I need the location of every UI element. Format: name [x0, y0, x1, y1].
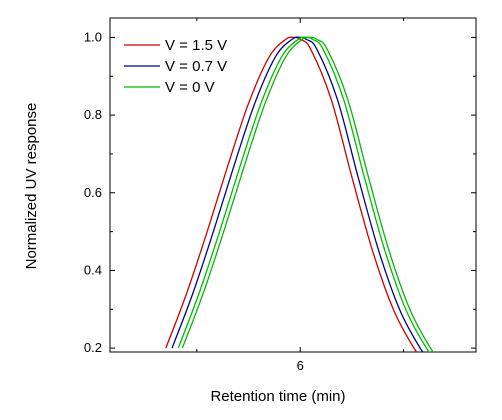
series-line-4 — [181, 36, 434, 352]
x-axis-title: Retention time (min) — [210, 388, 345, 405]
x-tick-label: 6 — [297, 358, 304, 373]
series-group — [165, 36, 434, 352]
y-tick-label: 1.0 — [84, 29, 102, 44]
plot-frame — [109, 17, 477, 353]
legend-label: V = 0.7 V — [165, 58, 227, 75]
y-axis-title: Normalized UV response — [23, 103, 40, 270]
axis-ticks: 0.2 0.4 0.6 0.8 1.0 6 — [84, 18, 476, 373]
y-tick-label: 0.6 — [84, 185, 102, 200]
legend-label: V = 1.5 V — [165, 37, 227, 54]
legend-label: V = 0 V — [165, 79, 215, 96]
legend: V = 1.5 V V = 0.7 V V = 0 V — [124, 37, 227, 96]
y-tick-label: 0.4 — [84, 262, 102, 277]
y-tick-label: 0.2 — [84, 340, 102, 355]
y-tick-label: 0.8 — [84, 107, 102, 122]
